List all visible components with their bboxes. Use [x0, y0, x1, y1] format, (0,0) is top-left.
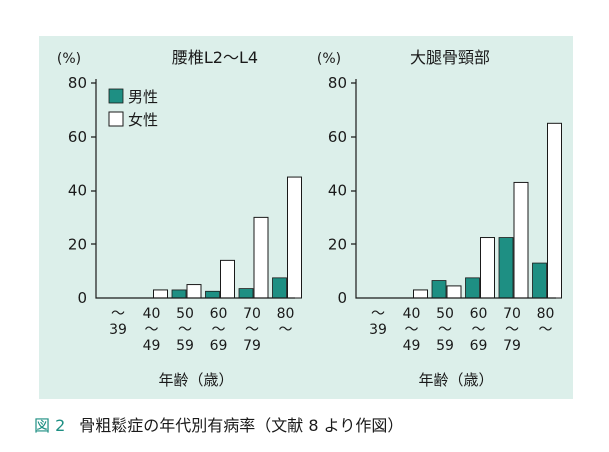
y-tick-label: 0: [337, 289, 347, 307]
figure-number: 図 2: [34, 416, 66, 435]
x-tick-label: 50 〜 59: [436, 306, 454, 354]
y-tick-label: 40: [328, 182, 347, 200]
y-tick-label: 60: [68, 128, 87, 146]
bar-male: [465, 277, 480, 299]
bar-male: [205, 290, 220, 299]
y-unit-label: (%): [57, 51, 81, 67]
bar-male: [238, 288, 254, 299]
x-tick-label: 60 〜 69: [470, 306, 488, 354]
bar-female: [253, 216, 269, 299]
chart-lumbar: 腰椎L2〜L4 (%) 0 20 40 60 80 〜 39 40 〜 49 50 〜 59 60 〜 69…: [57, 48, 302, 389]
y-tick-label: 60: [328, 128, 347, 146]
x-tick-label: 40 〜 49: [143, 306, 161, 354]
x-tick-label: 60 〜 69: [210, 306, 228, 354]
legend-label-male: 男性: [128, 88, 158, 106]
x-tick-label: 40 〜 49: [403, 306, 421, 354]
x-tick-label: 80 〜: [537, 306, 555, 338]
x-axis-categories: 〜 39 40 〜 49 50 〜 59 60 〜 69 70 〜 79 80 〜: [369, 306, 554, 354]
x-tick-label: 70 〜 79: [243, 306, 261, 354]
caption-text: 骨粗鬆症の年代別有病率（文献 8 より作図）: [79, 416, 404, 435]
bar-male: [532, 262, 547, 299]
x-tick-label: 70 〜 79: [503, 306, 521, 354]
axes: [91, 79, 295, 299]
bars: [413, 122, 562, 299]
y-tick-label: 20: [68, 235, 87, 253]
y-tick-label: 20: [328, 235, 347, 253]
y-axis-ticks: 0 20 40 60 80: [68, 74, 87, 307]
bars: [153, 176, 302, 299]
y-axis-ticks: 0 20 40 60 80: [328, 74, 347, 307]
chart-femoral-neck: 大腿骨頸部 (%) 0 20 40 60 80 〜 39 40 〜 49 50 〜 59 60 〜 69 70…: [317, 48, 562, 389]
x-axis-label: 年齢（歳）: [418, 371, 493, 389]
bar-female: [547, 122, 562, 299]
bar-female: [186, 284, 202, 299]
x-tick-label: 80 〜: [277, 306, 295, 338]
bar-female: [153, 289, 168, 299]
y-unit-label: (%): [317, 51, 341, 67]
chart-title: 腰椎L2〜L4: [172, 48, 258, 67]
bar-female: [413, 289, 428, 299]
x-axis-label: 年齢（歳）: [158, 371, 233, 389]
bar-male: [272, 277, 287, 299]
bar-female: [220, 259, 235, 299]
y-tick-label: 0: [77, 289, 87, 307]
bar-female: [287, 176, 302, 299]
x-tick-label: 〜 39: [109, 306, 127, 338]
axes: [351, 79, 556, 299]
y-tick-label: 40: [68, 182, 87, 200]
bar-male: [498, 237, 514, 299]
legend-swatch-male: [108, 88, 124, 104]
x-axis-categories: 〜 39 40 〜 49 50 〜 59 60 〜 69 70 〜 79 80 〜: [109, 306, 294, 354]
x-tick-label: 50 〜 59: [176, 306, 194, 354]
chart-title: 大腿骨頸部: [410, 48, 490, 67]
y-tick-label: 80: [68, 74, 87, 92]
bar-female: [446, 285, 462, 299]
bar-female: [513, 181, 529, 299]
bar-male: [171, 289, 187, 299]
figure-caption: 図 2 骨粗鬆症の年代別有病率（文献 8 より作図）: [34, 412, 403, 436]
y-tick-label: 80: [328, 74, 347, 92]
legend-label-female: 女性: [128, 111, 158, 129]
bar-male: [431, 280, 447, 299]
x-tick-label: 〜 39: [369, 306, 387, 338]
chart-background: [39, 36, 573, 399]
bar-female: [480, 237, 495, 299]
legend-swatch-female: [108, 111, 124, 127]
